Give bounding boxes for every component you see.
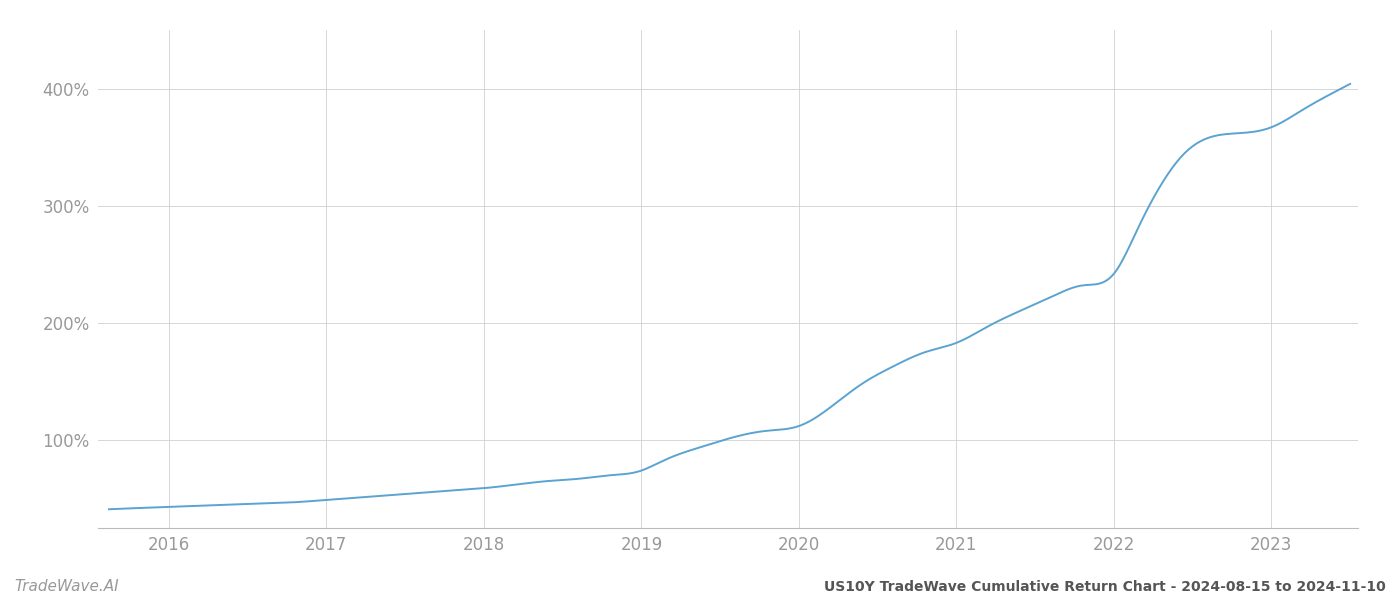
Text: TradeWave.AI: TradeWave.AI bbox=[14, 579, 119, 594]
Text: US10Y TradeWave Cumulative Return Chart - 2024-08-15 to 2024-11-10: US10Y TradeWave Cumulative Return Chart … bbox=[825, 580, 1386, 594]
